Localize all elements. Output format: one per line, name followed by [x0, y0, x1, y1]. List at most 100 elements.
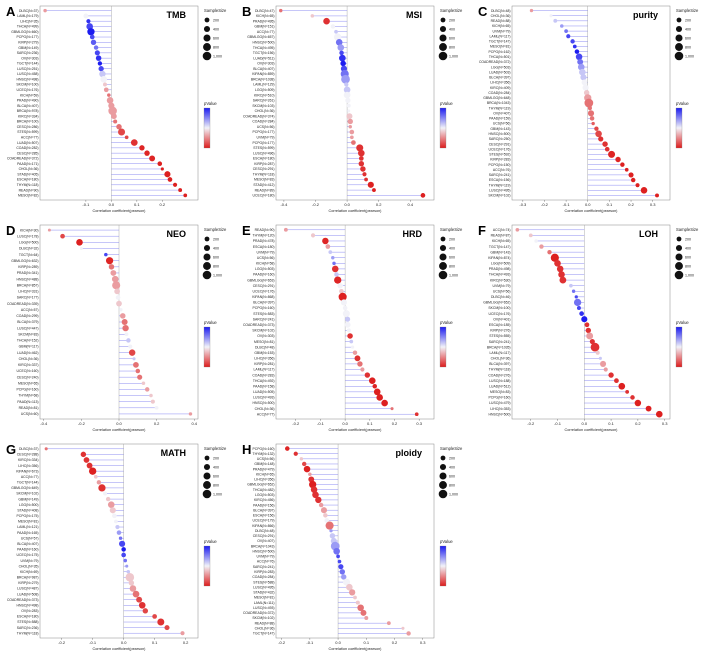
- lollipop-point: [358, 156, 364, 161]
- category-label: LUAD(N=503): [489, 70, 510, 74]
- category-label: BLCA(N=407): [17, 104, 38, 108]
- category-label: READ(N=90): [255, 228, 275, 232]
- pvalue-colorbar: [203, 107, 211, 149]
- size-legend-dot: [676, 236, 682, 242]
- category-label: KIPAN(N=859): [252, 72, 274, 76]
- category-label: GBM(N=117): [19, 345, 39, 349]
- category-label: PRAD(N=479): [253, 467, 275, 471]
- lollipop-point: [108, 264, 115, 270]
- category-label: LUSC(N=493): [253, 606, 274, 610]
- panel-label: A: [6, 4, 16, 19]
- category-label: DLBC(N=47): [255, 9, 275, 13]
- category-label: STES(N=588): [253, 580, 274, 584]
- lollipop-point: [635, 183, 640, 188]
- lollipop-point: [129, 585, 137, 592]
- lollipop-point: [338, 292, 347, 301]
- category-label: LIHC(N=356): [18, 464, 38, 468]
- category-label: KIRP(N=281): [254, 362, 274, 366]
- category-label: UVM(N=79): [493, 284, 511, 288]
- lollipop-point: [111, 275, 119, 283]
- category-label: BRCA(N=978): [17, 109, 39, 113]
- size-legend-label: 400: [685, 27, 691, 31]
- lollipop-point: [90, 39, 97, 46]
- lollipop-point: [349, 339, 354, 344]
- lollipop-point: [329, 529, 333, 533]
- category-label: MESO(N=81): [254, 340, 274, 344]
- x-tick-label: 0.1: [152, 640, 158, 645]
- lollipop-point: [334, 29, 338, 34]
- lollipop-point: [340, 60, 346, 67]
- category-label: COADREAD(N=372): [479, 60, 511, 64]
- category-label: PAAD(N=158): [253, 384, 274, 388]
- size-legend-label: 800: [213, 45, 219, 49]
- size-legend-dot: [439, 34, 447, 42]
- lollipop-point: [128, 580, 135, 586]
- lollipop-point: [343, 91, 351, 99]
- category-label: SARC(N=236): [17, 51, 39, 55]
- category-label: KIPAN(N=868): [252, 295, 274, 299]
- lollipop-point: [585, 327, 592, 334]
- lollipop-point: [149, 393, 153, 398]
- x-tick-label: 0.1: [367, 421, 373, 426]
- size-legend-title: SampleSize: [676, 227, 699, 232]
- size-legend-label: 600: [213, 474, 219, 478]
- category-label: SKCM(N=100): [488, 306, 510, 310]
- x-tick-label: -0.1: [89, 640, 97, 645]
- x-tick-label: 0.2: [154, 421, 160, 426]
- panel-d: D NEO KICH(N=30) LUSC(N=178) LGG(N=500) DLBC(…: [6, 223, 227, 432]
- category-label: KIRC(N=409): [490, 86, 510, 90]
- category-label: ACC(N=74): [493, 228, 511, 232]
- lollipop-point: [342, 310, 350, 318]
- size-legend-dot: [202, 270, 212, 280]
- category-label: THCA(N=495): [253, 46, 275, 50]
- x-tick-label: 0.3: [650, 202, 656, 207]
- lollipop-point: [310, 14, 315, 18]
- size-legend-label: 200: [449, 456, 455, 460]
- category-label: LIHC(N=331): [18, 290, 38, 294]
- lollipop-point: [331, 256, 335, 260]
- x-tick-label: 0.0: [582, 421, 588, 426]
- category-label: HNSC(N=500): [489, 132, 511, 136]
- category-label: TGCT(N=156): [253, 51, 275, 55]
- size-legend-label: 200: [449, 18, 455, 22]
- category-label: THCA(N=492): [253, 379, 275, 383]
- category-label: LUSC(N=496): [253, 151, 274, 155]
- category-label: CESC(N=291): [253, 167, 275, 171]
- lollipop-point: [343, 86, 351, 94]
- x-axis-label: Correlation coefficient(pearson): [329, 428, 383, 432]
- category-label: THCA(N=152): [17, 339, 39, 343]
- category-label: COADREAD(N=374): [243, 114, 275, 118]
- lollipop-point: [630, 395, 635, 400]
- lollipop-point: [128, 349, 136, 356]
- category-label: UCS(N=56): [493, 122, 511, 126]
- category-label: LAML(N=129): [253, 83, 274, 87]
- lollipop-point: [559, 276, 567, 284]
- category-label: BRCA(N=857): [17, 283, 39, 287]
- size-legend-dot: [440, 236, 446, 242]
- category-label: OV(N=407): [493, 111, 510, 115]
- lollipop-point: [608, 150, 616, 158]
- lollipop-point: [362, 172, 367, 177]
- lollipop-point: [598, 136, 604, 142]
- category-label: MESO(N=81): [254, 596, 274, 600]
- lollipop-point: [89, 34, 95, 40]
- lollipop-point: [624, 167, 629, 172]
- lollipop-point: [335, 39, 343, 46]
- size-legend-label: 800: [449, 45, 455, 49]
- plot-frame: [275, 224, 435, 420]
- category-label: HNSC(N=500): [253, 549, 275, 553]
- lollipop-point: [584, 322, 590, 328]
- lollipop-point: [310, 486, 318, 493]
- pvalue-legend-title: pValue: [204, 101, 217, 106]
- lollipop-point: [572, 44, 577, 49]
- category-label: OV(N=303): [257, 62, 274, 66]
- category-label: LUAD(N=505): [253, 390, 274, 394]
- size-legend-label: 400: [213, 246, 219, 250]
- category-label: SKCM(N=102): [252, 616, 274, 620]
- category-label: HNSC(N=498): [17, 603, 39, 607]
- size-legend-dot: [204, 455, 210, 461]
- category-label: STES(N=588): [17, 620, 38, 624]
- x-axis-label: Correlation coefficient(pearson): [565, 428, 619, 432]
- lollipop-point: [577, 63, 585, 71]
- lollipop-point: [339, 288, 344, 294]
